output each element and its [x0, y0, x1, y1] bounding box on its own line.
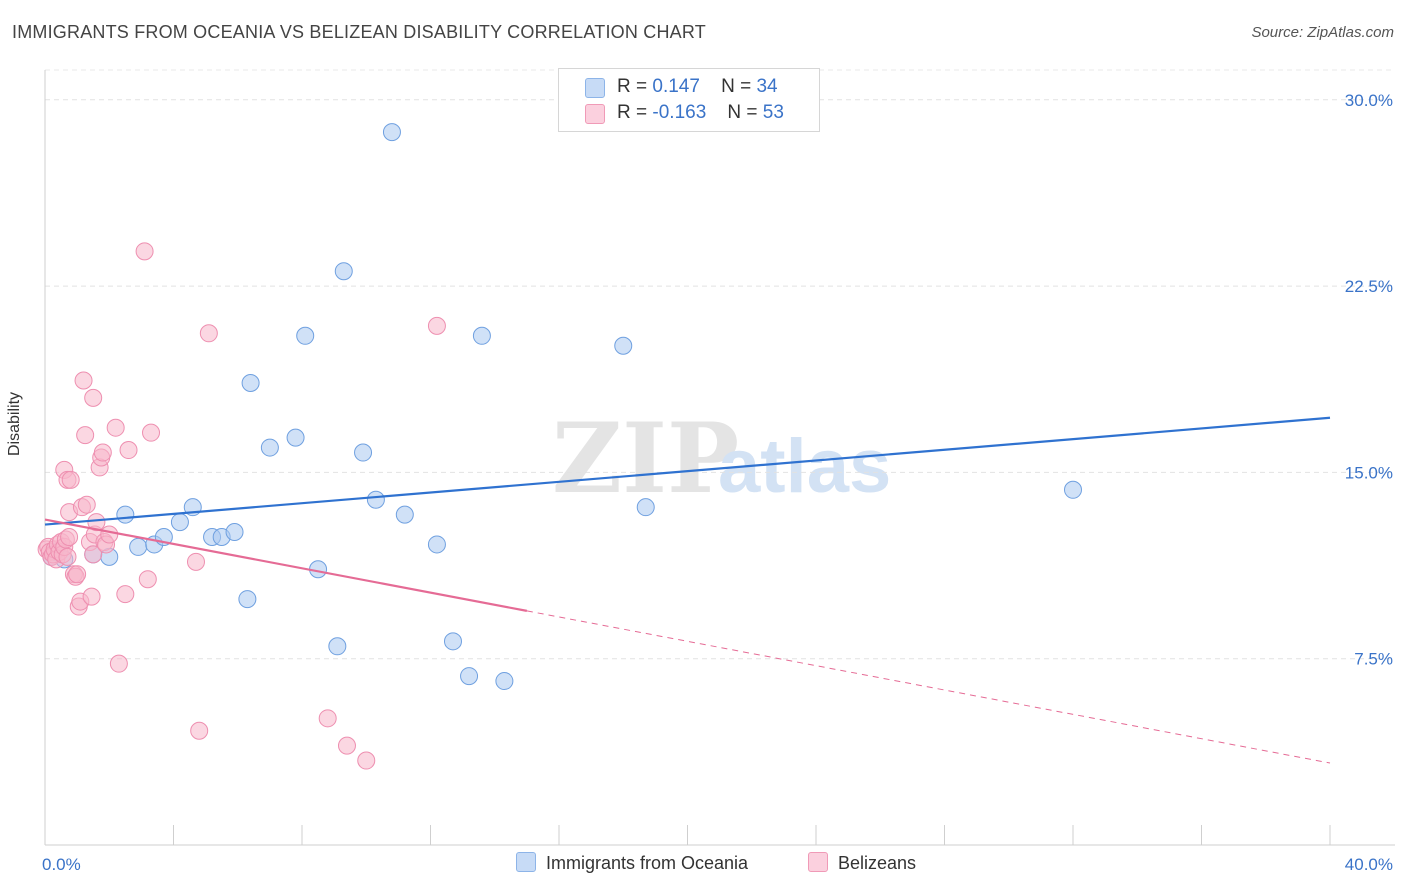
- r-value: -0.163: [652, 102, 707, 123]
- x-tick-label-min: 0.0%: [42, 855, 81, 874]
- n-label: N =: [727, 102, 758, 123]
- y-tick-label: 30.0%: [1345, 91, 1393, 110]
- point-belizean: [318, 709, 337, 728]
- point-belizean: [84, 388, 103, 407]
- point-oceania: [472, 326, 491, 345]
- point-oceania: [225, 523, 244, 542]
- stats-legend: R = 0.147 N = 34 R = -0.163 N = 53: [558, 68, 820, 132]
- point-belizean: [119, 441, 138, 460]
- y-tick-label: 7.5%: [1354, 650, 1393, 669]
- point-belizean: [82, 587, 101, 606]
- point-belizean: [190, 721, 209, 740]
- point-belizean: [142, 423, 161, 442]
- legend-swatch: [808, 852, 828, 872]
- point-oceania: [170, 513, 189, 532]
- legend-swatch-belizeans: [585, 104, 605, 124]
- point-oceania: [382, 123, 401, 142]
- point-oceania: [328, 637, 347, 656]
- point-belizean: [84, 545, 103, 564]
- chart-title: IMMIGRANTS FROM OCEANIA VS BELIZEAN DISA…: [12, 22, 706, 42]
- point-belizean: [74, 371, 93, 390]
- point-oceania: [334, 262, 353, 281]
- n-value: 53: [762, 102, 784, 123]
- point-belizean: [199, 324, 218, 343]
- trend-line-belizeans: [44, 518, 528, 612]
- point-belizean: [60, 527, 79, 546]
- y-tick-label: 22.5%: [1345, 277, 1393, 296]
- legend-item-belizeans: Belizeans: [808, 852, 916, 874]
- point-belizean: [58, 547, 77, 566]
- point-belizean: [116, 585, 135, 604]
- point-belizean: [77, 495, 96, 514]
- point-belizean: [76, 426, 95, 445]
- source-label: Source: ZipAtlas.com: [1251, 24, 1394, 41]
- y-axis-label: Disability: [6, 391, 23, 456]
- trend-line-belizeans-projection: [526, 610, 1331, 764]
- n-value: 34: [756, 76, 778, 97]
- point-belizean: [337, 736, 356, 755]
- point-oceania: [395, 505, 414, 524]
- point-oceania: [636, 498, 655, 517]
- point-oceania: [260, 438, 279, 457]
- point-belizean: [93, 443, 112, 462]
- point-oceania: [238, 590, 257, 609]
- point-oceania: [129, 537, 148, 556]
- point-oceania: [1064, 480, 1082, 499]
- point-oceania: [427, 535, 446, 554]
- r-label: R =: [617, 76, 648, 97]
- point-oceania: [241, 373, 260, 392]
- legend-swatch-oceania: [585, 78, 605, 98]
- point-belizean: [427, 316, 446, 335]
- point-belizean: [357, 751, 376, 770]
- point-oceania: [366, 490, 385, 509]
- legend-swatch: [516, 852, 536, 872]
- point-belizean: [186, 552, 205, 571]
- point-oceania: [354, 443, 373, 462]
- point-oceania: [296, 326, 315, 345]
- watermark-zip: ZIP: [552, 402, 739, 515]
- point-oceania: [286, 428, 305, 447]
- point-belizean: [135, 242, 154, 261]
- point-oceania: [614, 336, 633, 355]
- point-oceania: [443, 632, 462, 651]
- y-tick-label: 15.0%: [1345, 463, 1393, 482]
- r-value: 0.147: [652, 76, 700, 97]
- point-belizean: [106, 418, 125, 437]
- point-oceania: [116, 505, 135, 524]
- point-belizean: [68, 565, 87, 584]
- point-belizean: [61, 470, 80, 489]
- point-belizean: [109, 654, 128, 673]
- trend-line-oceania: [44, 416, 1331, 526]
- point-belizean: [138, 570, 157, 589]
- x-tick-label-max: 40.0%: [1345, 855, 1393, 874]
- point-belizean: [100, 525, 119, 544]
- n-label: N =: [721, 76, 752, 97]
- r-label: R =: [617, 102, 648, 123]
- legend-item-oceania: Immigrants from Oceania: [516, 852, 748, 874]
- legend-label: Immigrants from Oceania: [546, 853, 749, 873]
- legend-label: Belizeans: [838, 853, 917, 873]
- point-oceania: [495, 672, 514, 691]
- point-oceania: [460, 667, 479, 686]
